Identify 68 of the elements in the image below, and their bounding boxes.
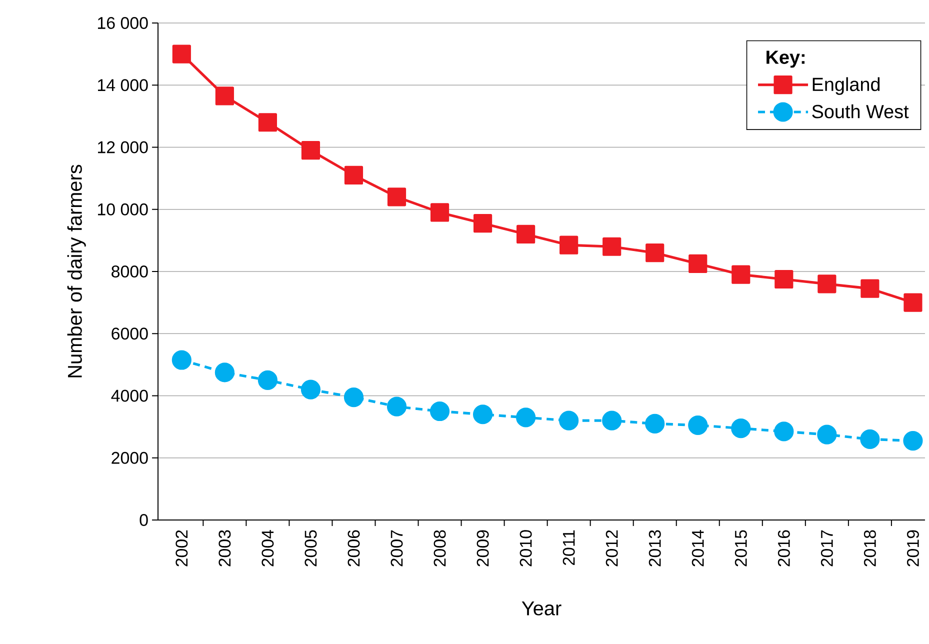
point (602, 237, 622, 256)
point (300, 380, 321, 400)
y-tick-label: 8000 (112, 265, 148, 278)
x-tick-label: 2003 (218, 530, 231, 566)
point (301, 141, 320, 160)
point (903, 430, 923, 451)
point (430, 401, 450, 422)
x-tick-label: 2005 (304, 530, 317, 566)
x-axis-title: Year (522, 602, 562, 616)
y-tick-label: 6000 (112, 328, 148, 340)
point (559, 410, 579, 430)
legend-label: South West (812, 104, 909, 118)
x-tick-label: 2013 (648, 530, 661, 566)
point (258, 370, 278, 390)
point (344, 387, 364, 408)
legend-label: England (812, 77, 880, 95)
y-axis-title: Number of dairy farmers (67, 164, 86, 378)
point (214, 362, 234, 382)
point (860, 429, 880, 450)
point (731, 418, 751, 438)
x-tick-label: 2007 (390, 530, 403, 566)
point (473, 214, 492, 233)
y-tick-label: 4000 (111, 390, 148, 402)
x-tick-label: 2019 (906, 530, 919, 566)
x-tick-label: 2008 (434, 530, 446, 566)
point (172, 44, 191, 64)
y-tick-label: 10 000 (98, 203, 148, 216)
x-tick-label: 2018 (864, 530, 876, 566)
point (560, 236, 578, 254)
point (688, 415, 708, 436)
point (172, 350, 192, 370)
legend-title: Key: (766, 50, 805, 68)
point (430, 203, 450, 222)
point (646, 244, 664, 262)
x-tick-label: 2011 (562, 530, 575, 566)
point (602, 410, 622, 430)
x-tick-label: 2014 (692, 530, 704, 566)
x-tick-label: 2010 (520, 530, 532, 566)
x-tick-label: 2015 (734, 530, 747, 566)
x-tick-label: 2002 (176, 530, 188, 566)
point (645, 414, 665, 434)
x-tick-label: 2017 (820, 530, 833, 566)
x-tick-label: 2009 (476, 530, 489, 566)
point (386, 396, 407, 416)
y-tick-label: 0 (140, 514, 148, 526)
x-tick-label: 2016 (778, 530, 790, 566)
point (818, 274, 836, 294)
point (817, 424, 837, 444)
x-tick-label: 2006 (348, 530, 360, 566)
y-tick-label: 12 000 (98, 141, 148, 154)
point (472, 404, 493, 424)
y-tick-label: 2000 (112, 452, 148, 464)
point (860, 279, 880, 298)
point (774, 422, 794, 442)
point (215, 86, 234, 106)
x-tick-label: 2012 (606, 530, 618, 566)
point (732, 265, 750, 284)
x-tick-label: 2004 (262, 530, 274, 566)
y-tick-label: 16 000 (98, 16, 148, 29)
point (516, 408, 536, 428)
point (344, 166, 364, 184)
y-tick-label: 14 000 (98, 79, 148, 92)
point (387, 188, 406, 206)
point (688, 254, 708, 274)
point (774, 270, 794, 289)
point (258, 113, 277, 132)
point (516, 224, 536, 244)
point (904, 293, 922, 312)
